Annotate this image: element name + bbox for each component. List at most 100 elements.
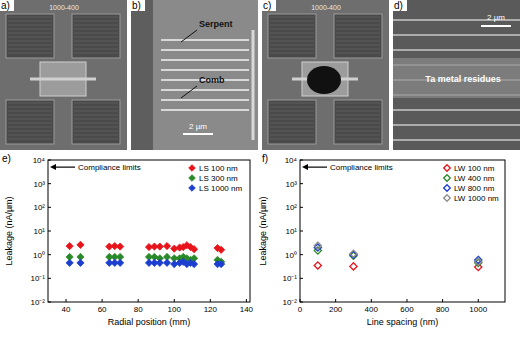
sem-background (131, 0, 258, 150)
pad-texture (270, 107, 314, 108)
pad-texture (336, 33, 380, 34)
label-bg (262, 0, 276, 11)
point (117, 243, 124, 250)
comb-finger (161, 109, 249, 111)
scale-label: 2 µm (189, 122, 207, 131)
y-tick-label: 10¹ (285, 227, 297, 236)
pad-texture (336, 21, 380, 22)
legend-label: LW 1000 nm (454, 194, 499, 203)
defect (307, 66, 341, 94)
pad (6, 100, 54, 144)
serpent (252, 30, 255, 140)
y-tick (300, 302, 303, 303)
sem-panel-b: SerpentComb2 µmb) (131, 0, 258, 150)
pad-texture (336, 111, 380, 112)
panel-label: a) (1, 0, 10, 11)
y-tick (48, 231, 51, 232)
pad-texture (8, 41, 52, 42)
pad-texture (270, 123, 314, 124)
pad-texture (8, 107, 52, 108)
y-tick (48, 278, 51, 279)
y-tick-label: 10⁰ (33, 251, 45, 260)
x-tick (138, 299, 139, 302)
legend-label: LS 1000 nm (199, 184, 242, 193)
pad-texture (74, 41, 118, 42)
y-tick (300, 183, 303, 184)
annotation-arrow (54, 167, 75, 168)
pad-texture (270, 33, 314, 34)
line (393, 139, 520, 141)
y-tick (48, 207, 51, 208)
pad-texture (74, 29, 118, 30)
y-tick-label: 10² (285, 203, 297, 212)
comb-finger (161, 99, 249, 101)
point (190, 246, 197, 253)
label-bg (393, 0, 407, 11)
pad-texture (270, 135, 314, 136)
y-axis-label: Leakage (nA/µm) (258, 196, 268, 265)
pad-texture (8, 33, 52, 34)
marks (314, 242, 482, 271)
comb-finger (161, 39, 249, 41)
pad-texture (270, 25, 314, 26)
pad-texture (8, 123, 52, 124)
y-tick (300, 207, 303, 208)
pad-texture (8, 131, 52, 132)
sem-background (262, 0, 389, 150)
pad-texture (74, 127, 118, 128)
pad-texture (74, 115, 118, 116)
point (163, 259, 170, 266)
arrow-head (50, 164, 56, 170)
legend-marker (444, 195, 451, 202)
pad-texture (74, 131, 118, 132)
pointer (181, 86, 197, 98)
comb-finger (161, 89, 249, 91)
pad-texture (336, 115, 380, 116)
point (314, 242, 321, 249)
pad-texture (74, 107, 118, 108)
pad-texture (336, 127, 380, 128)
pad-texture (336, 29, 380, 30)
pad-texture (74, 103, 118, 104)
y-tick (300, 254, 303, 255)
y-tick-label: 10⁻² (30, 298, 45, 307)
pad-texture (270, 41, 314, 42)
y-tick-label: 10² (33, 203, 45, 212)
chart: 0200400600800100010⁻²10⁻¹10⁰10¹10²10³10⁴… (258, 153, 505, 327)
scale-bar (183, 133, 213, 135)
pad-texture (8, 135, 52, 136)
pad-texture (8, 115, 52, 116)
pad (334, 14, 382, 58)
panel-label: b) (132, 0, 141, 11)
comb-finger (161, 69, 249, 71)
panel-label: e) (2, 153, 11, 164)
lead (30, 78, 96, 81)
pad-texture (74, 25, 118, 26)
x-tick (246, 299, 247, 302)
x-tick-label: 100 (168, 305, 182, 314)
legend: LS 100 nmLS 300 nmLS 1000 nm (189, 164, 243, 193)
pad-texture (8, 119, 52, 120)
y-tick (300, 231, 303, 232)
label-bg (131, 0, 145, 11)
legend-label: LW 400 nm (454, 174, 495, 183)
y-tick (48, 302, 51, 303)
line (393, 124, 520, 126)
pad-texture (270, 37, 314, 38)
pad-texture (8, 53, 52, 54)
x-tick-label: 0 (298, 305, 303, 314)
legend-marker (189, 165, 196, 172)
y-tick-label: 10⁻² (282, 298, 297, 307)
x-tick-label: 200 (329, 305, 343, 314)
line (393, 49, 520, 51)
comb-finger (161, 49, 249, 51)
pad-texture (336, 139, 380, 140)
pad (6, 14, 54, 58)
pad-texture (270, 139, 314, 140)
x-tick-label: 60 (98, 305, 107, 314)
pad-texture (74, 33, 118, 34)
pad-texture (74, 139, 118, 140)
x-tick-label: 140 (240, 305, 254, 314)
legend-label: LS 300 nm (199, 174, 238, 183)
pad-texture (270, 53, 314, 54)
